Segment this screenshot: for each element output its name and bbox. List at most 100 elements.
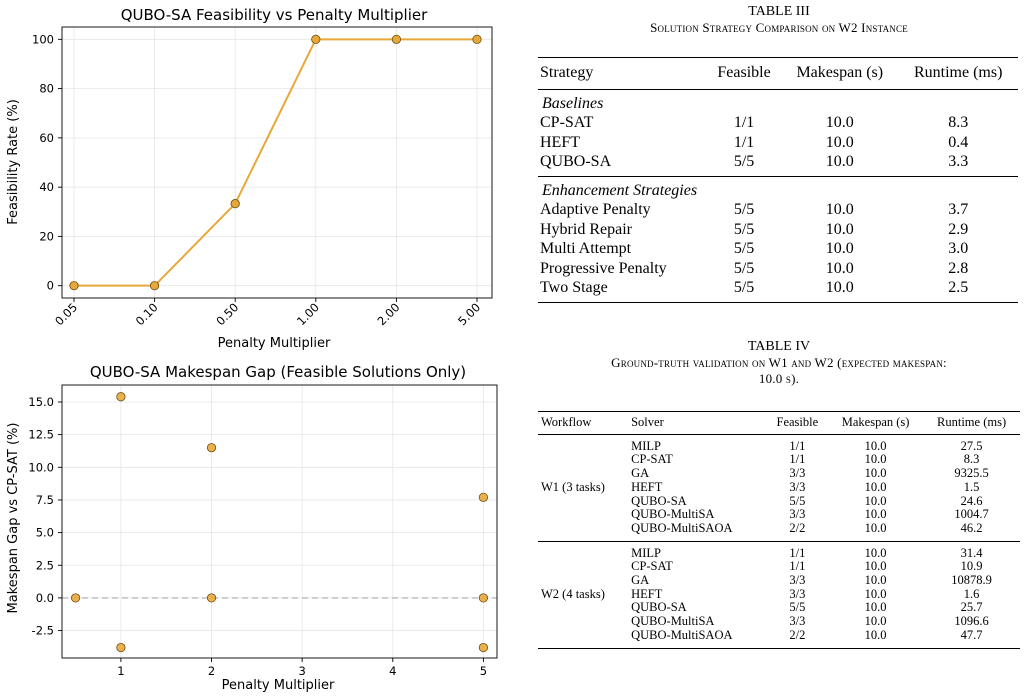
table4-row: QUBO-MultiSAOA 2/2 10.0 47.7 [538,627,1020,649]
table4-cell-feasible: 3/3 [789,479,806,494]
table3-cell-feasible: 5/5 [733,220,755,238]
table4-caption: TABLE IV Ground-truth validation on W1 a… [538,339,1020,387]
table3-body: Baselines CP-SAT 1/1 10.0 8.3 HEFT 1/1 10.0 0.4 Q… [538,89,1018,302]
makespan-gap-chart: QUBO-SA Makespan Gap (Feasible Solutions… [0,352,520,696]
data-point [116,642,126,653]
table4-row: GA 3/3 10.0 10878.9 [538,573,1020,588]
table3-header-row: Strategy Feasible Makespan (s) Runtime (… [538,57,1018,89]
chart-title: QUBO-SA Feasibility vs Penalty Multiplie… [121,6,428,24]
table3-row: Progressive Penalty 5/5 10.0 2.8 [538,259,1018,279]
feasibility-chart-svg: QUBO-SA Feasibility vs Penalty Multiplie… [6,6,493,351]
y-tick-label: 40 [39,180,54,194]
table3-group-label: Baselines [542,94,604,112]
table4-cell-runtime: 1.5 [963,479,980,494]
table3-cell-makespan: 10.0 [825,153,854,170]
data-point [70,593,81,603]
y-tick-label: 2.5 [36,558,54,572]
table4-cell-runtime: 1.6 [963,586,980,601]
table3-header-feasible: Feasible [717,64,771,81]
table4-cell-feasible: 3/3 [789,573,806,588]
table4-cell-makespan: 10.0 [864,614,887,629]
table3-row: Adaptive Penalty 5/5 10.0 3.7 [538,200,1018,220]
table3-row: Two Stage 5/5 10.0 2.5 [538,278,1018,302]
table4-cell-runtime: 10.9 [960,559,983,574]
table3-cell-runtime: 2.5 [948,279,969,296]
y-tick-label: 5.0 [36,526,54,540]
table4-cell-runtime: 24.6 [960,493,983,508]
data-point [150,281,160,291]
table3-cell-runtime: 2.8 [948,259,969,277]
table3-cell-feasible: 1/1 [733,133,755,151]
table3-cell-strategy: QUBO-SA [540,153,612,170]
table3-cell-strategy: Adaptive Penalty [540,201,651,218]
table4-row: QUBO-MultiSAOA 2/2 10.0 46.2 [538,520,1020,541]
table3-cell-strategy: HEFT [540,133,580,151]
table3-cell-feasible: 1/1 [733,114,755,131]
table4-cell-runtime: 1004.7 [954,507,989,522]
y-tick-label: 100 [32,32,54,46]
table4-cell-runtime: 8.3 [963,452,980,467]
y-tick-label: 20 [39,229,54,243]
x-tick-label: 1.00 [294,300,322,328]
table4-cell-feasible: 5/5 [789,493,806,508]
table4-row: CP-SAT 1/1 10.0 8.3 [538,453,1020,467]
table4-cell-solver: MILP [631,545,661,560]
feasibility-chart: QUBO-SA Feasibility vs Penalty Multiplie… [0,0,520,352]
y-tick-label: 10.0 [28,460,54,474]
table3-cell-makespan: 10.0 [825,220,854,238]
y-tick-label: 60 [39,131,54,145]
data-point [116,392,126,402]
table3-row: Hybrid Repair 5/5 10.0 2.9 [538,220,1018,240]
table4-row: QUBO-MultiSA 3/3 10.0 1004.7 [538,508,1020,522]
x-tick-label: 2.00 [375,300,403,328]
table4-cell-makespan: 10.0 [864,586,887,601]
table4-cell-runtime: 25.7 [960,600,983,615]
x-tick-label: 0.50 [213,300,241,328]
table3-cell-runtime: 3.7 [948,201,969,218]
data-point [478,492,489,502]
table4-cell-makespan: 10.0 [864,507,887,522]
table3-group-label: Enhancement Strategies [542,181,698,199]
table4-cell-feasible: 1/1 [789,438,806,453]
table4-row: W2 (4 tasks) MILP 1/1 10.0 31.4 [538,541,1020,601]
table4-cell-solver: QUBO-MultiSA [631,614,715,629]
table4-title-line2: 10.0 s). [758,371,800,386]
y-tick-label: 7.5 [36,493,54,507]
table4-row: QUBO-SA 5/5 10.0 25.7 [538,601,1020,615]
table3-cell-runtime: 0.4 [948,133,969,151]
y-axis-label: Makespan Gap vs CP-SAT (%) [6,423,21,614]
table4-row: HEFT 3/3 10.0 1.5 [538,479,1020,495]
table3-row: QUBO-SA 5/5 10.0 3.3 [538,152,1018,176]
table4-header-runtime: Runtime (ms) [937,415,1007,429]
data-point [472,34,482,44]
x-tick-label: 5 [480,664,487,678]
table3-header-strategy: Strategy [540,64,594,81]
data-point [311,34,321,44]
data-point [391,34,401,44]
table4-cell-solver: HEFT [631,586,663,601]
x-axis-label: Penalty Multiplier [218,336,331,351]
table3-cell-feasible: 5/5 [733,259,755,277]
table4-cell-feasible: 2/2 [789,627,806,642]
table4-cell-runtime: 10878.9 [951,573,992,588]
table4-row: GA 3/3 10.0 9325.5 [538,466,1020,481]
x-tick-label: 0.10 [133,300,161,328]
table4-cell-feasible: 5/5 [789,600,806,615]
table3: Strategy Feasible Makespan (s) Runtime (… [538,57,1018,303]
table4-cell-feasible: 2/2 [789,520,806,535]
plot-frame [61,26,493,299]
table3-cell-strategy: CP-SAT [540,114,594,131]
table4-cell-workflow: W1 (3 tasks) [541,479,605,494]
table4-cell-solver: GA [631,466,650,481]
data-point [69,281,79,291]
table4-header-workflow: Workflow [541,415,592,429]
table4-cell-runtime: 9325.5 [954,466,989,481]
table4-cell-runtime: 27.5 [960,438,983,453]
table3-cell-runtime: 2.9 [948,220,969,238]
table4-cell-solver: HEFT [631,479,663,494]
table3-cell-feasible: 5/5 [733,279,755,296]
table4-cell-solver: QUBO-MultiSAOA [631,627,733,642]
table4-cell-makespan: 10.0 [864,452,887,467]
table4-cell-runtime: 31.4 [960,545,983,560]
table4-cell-solver: CP-SAT [631,559,673,574]
